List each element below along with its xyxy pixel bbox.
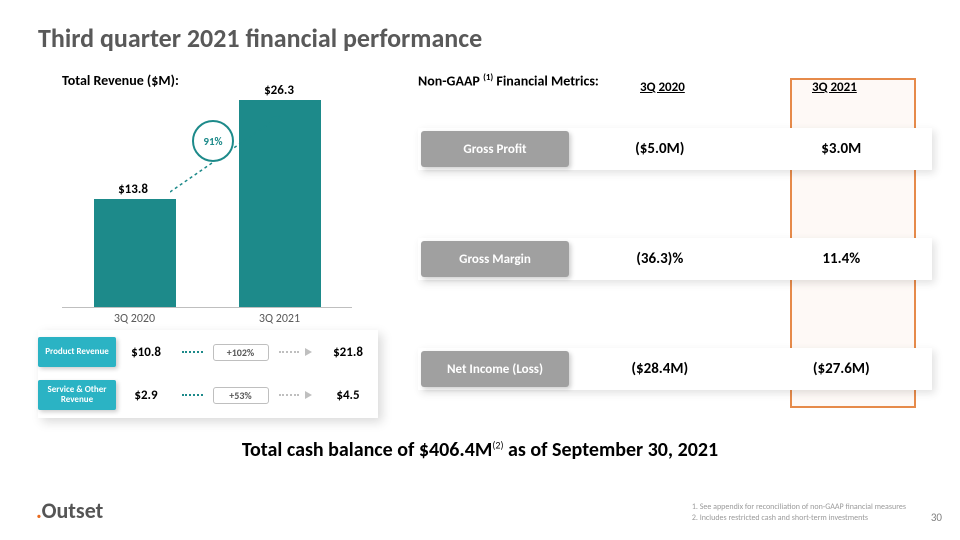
dotted-connector [279, 351, 300, 353]
service-revenue-2021: $4.5 [318, 388, 378, 403]
revenue-chart-title: Total Revenue ($M): [62, 72, 179, 89]
bar-value-label: $26.3 [239, 83, 319, 98]
footnote-1: 1. See appendix for reconciliation of no… [692, 502, 906, 513]
dotted-connector [279, 394, 300, 396]
metric-row-gross-margin: Gross Margin (36.3)% 11.4% [418, 238, 932, 280]
revenue-breakdown-row-service: Service & Other Revenue $2.9 +53% $4.5 [38, 378, 378, 412]
metrics-section-title: Non-GAAP (1) Financial Metrics: [418, 72, 599, 90]
footnotes: 1. See appendix for reconciliation of no… [692, 502, 906, 524]
metric-value-2021: ($27.6M) [751, 360, 933, 378]
metric-value-2021: $3.0M [751, 140, 933, 158]
x-label: 3Q 2021 [239, 312, 321, 326]
cash-balance-value: $406.4M [419, 438, 493, 462]
service-revenue-growth: +53% [213, 387, 269, 404]
service-revenue-pill: Service & Other Revenue [38, 380, 116, 410]
metric-value-2021: 11.4% [751, 250, 933, 268]
dotted-connector [182, 351, 203, 353]
growth-percent-badge: 91% [192, 120, 234, 162]
cash-balance-sup: (2) [492, 438, 503, 451]
cash-balance-suffix: as of September 30, 2021 [504, 438, 719, 462]
metric-row-gross-profit: Gross Profit ($5.0M) $3.0M [418, 128, 932, 170]
bar-3q2020 [94, 199, 176, 307]
metric-value-2020: ($28.4M) [569, 360, 751, 378]
x-axis-labels: 3Q 2020 3Q 2021 [62, 312, 352, 326]
arrow-right-icon [305, 391, 312, 399]
product-revenue-2020: $10.8 [116, 345, 176, 360]
cash-balance-prefix: Total cash balance of [242, 438, 419, 462]
metric-label-pill: Gross Margin [421, 241, 569, 277]
metric-row-net-income: Net Income (Loss) ($28.4M) ($27.6M) [418, 348, 932, 390]
metric-label-pill: Net Income (Loss) [421, 351, 569, 387]
metrics-title-suffix: Financial Metrics: [493, 73, 599, 90]
dotted-connector [182, 394, 203, 396]
metrics-title-prefix: Non-GAAP [418, 73, 483, 90]
arrow-right-icon [305, 348, 312, 356]
company-logo: .Outset [36, 497, 103, 524]
metric-value-2020: ($5.0M) [569, 140, 751, 158]
metrics-title-sup: (1) [483, 72, 493, 83]
column-header-2020: 3Q 2020 [640, 80, 685, 95]
bar-value-label: $13.8 [93, 182, 173, 197]
x-label: 3Q 2020 [94, 312, 176, 326]
footnote-2: 2. Includes restricted cash and short-te… [692, 513, 906, 524]
page-number: 30 [931, 511, 942, 524]
cash-balance-statement: Total cash balance of $406.4M(2) as of S… [0, 438, 960, 462]
service-revenue-2020: $2.9 [116, 388, 176, 403]
metric-value-2020: (36.3)% [569, 250, 751, 268]
revenue-bar-chart: $13.8 $26.3 3Q 2020 3Q 2021 91% [62, 88, 352, 308]
product-revenue-growth: +102% [213, 344, 269, 361]
metric-label-pill: Gross Profit [421, 131, 569, 167]
product-revenue-pill: Product Revenue [38, 337, 116, 367]
bar-3q2021 [239, 100, 321, 307]
column-header-2021: 3Q 2021 [812, 80, 857, 95]
revenue-breakdown-row-product: Product Revenue $10.8 +102% $21.8 [38, 335, 378, 369]
product-revenue-2021: $21.8 [318, 345, 378, 360]
page-title: Third quarter 2021 financial performance [38, 22, 482, 54]
logo-text: Outset [42, 497, 104, 524]
